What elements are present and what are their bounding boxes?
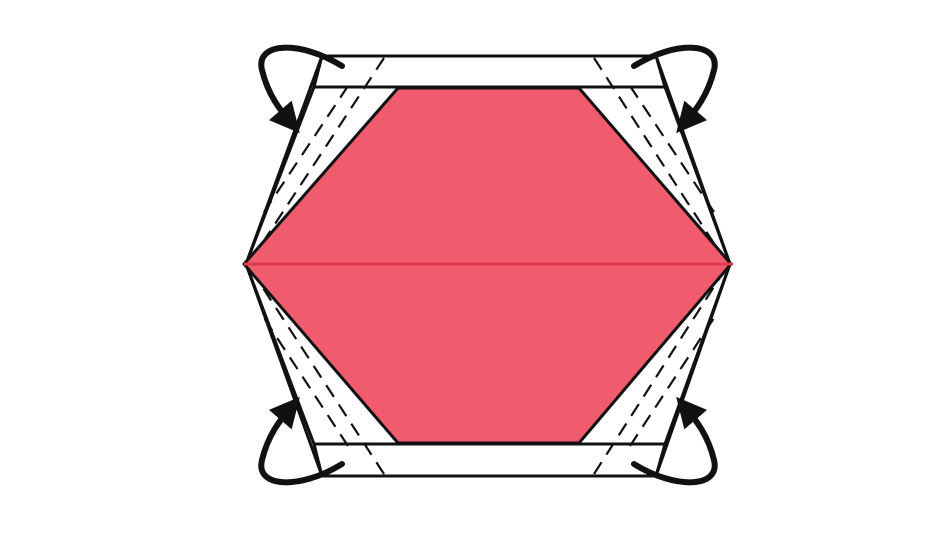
flap-line-top-right bbox=[663, 86, 732, 265]
flap-line-bottom-right bbox=[663, 263, 732, 445]
curved-fold-arrow-top-left-icon bbox=[258, 44, 345, 134]
dashed-fold-lines bbox=[249, 57, 727, 475]
flap-line-top-left bbox=[244, 86, 316, 265]
curved-fold-arrow-bottom-left-icon bbox=[258, 396, 345, 486]
flap-line-bottom-left bbox=[244, 263, 316, 445]
curved-fold-arrow-bottom-right-icon bbox=[631, 396, 718, 486]
curved-fold-arrow-top-right-icon bbox=[631, 44, 718, 134]
top-band bbox=[312, 54, 667, 89]
